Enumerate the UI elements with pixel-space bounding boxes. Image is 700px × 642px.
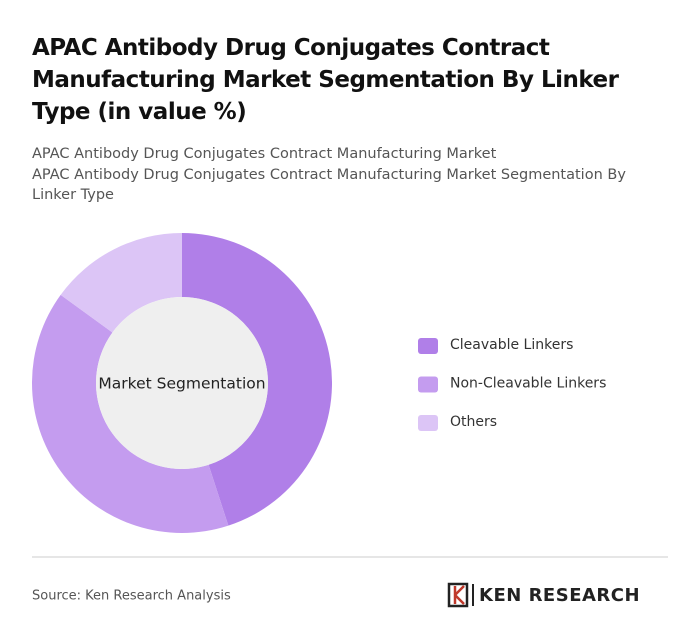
center-label: Market Segmentation xyxy=(98,375,265,393)
legend-label: Cleavable Linkers xyxy=(450,337,573,353)
legend-swatch xyxy=(418,415,438,431)
subtitle: APAC Antibody Drug Conjugates Contract M… xyxy=(32,146,497,162)
donut-slice xyxy=(31,294,229,533)
legend-label: Others xyxy=(450,414,497,430)
legend-swatch xyxy=(418,338,438,354)
chart-title: APAC Antibody Drug Conjugates Contract M… xyxy=(32,35,619,125)
legend-swatch xyxy=(418,376,438,393)
legend-label: Non-Cleavable Linkers xyxy=(450,376,606,392)
donut-slice xyxy=(60,233,183,333)
brand: KEN RESEARCH xyxy=(479,585,640,606)
subtitle: APAC Antibody Drug Conjugates Contract M… xyxy=(32,167,626,203)
donut-slice xyxy=(182,233,332,526)
source: Source: Ken Research Analysis xyxy=(32,589,231,604)
logo xyxy=(447,582,474,608)
donut-hole xyxy=(96,297,268,469)
